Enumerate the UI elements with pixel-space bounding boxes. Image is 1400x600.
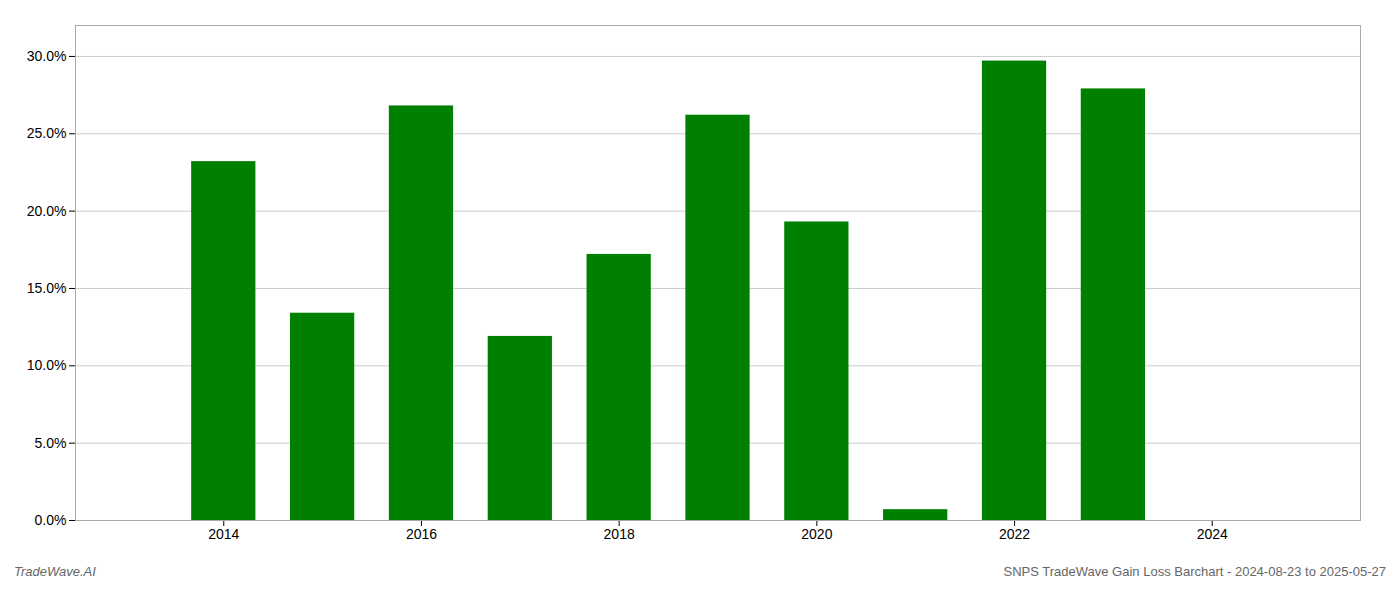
svg-text:15.0%: 15.0% (27, 280, 67, 296)
svg-text:2014: 2014 (208, 526, 239, 542)
svg-text:2022: 2022 (999, 526, 1030, 542)
svg-text:2018: 2018 (604, 526, 635, 542)
svg-text:10.0%: 10.0% (27, 357, 67, 373)
svg-text:5.0%: 5.0% (35, 435, 67, 451)
svg-text:2016: 2016 (406, 526, 437, 542)
svg-text:2024: 2024 (1197, 526, 1228, 542)
svg-text:0.0%: 0.0% (35, 512, 67, 528)
html-text:SNPS TradeWave Gain Loss Barch: SNPS TradeWave Gain Loss Barchart - 2024… (1003, 564, 1386, 579)
svg-text:25.0%: 25.0% (27, 125, 67, 141)
html-text:TradeWave.AI: TradeWave.AI (14, 564, 96, 579)
svg-text:30.0%: 30.0% (27, 48, 67, 64)
svg-text:2020: 2020 (801, 526, 832, 542)
svg-text:20.0%: 20.0% (27, 203, 67, 219)
